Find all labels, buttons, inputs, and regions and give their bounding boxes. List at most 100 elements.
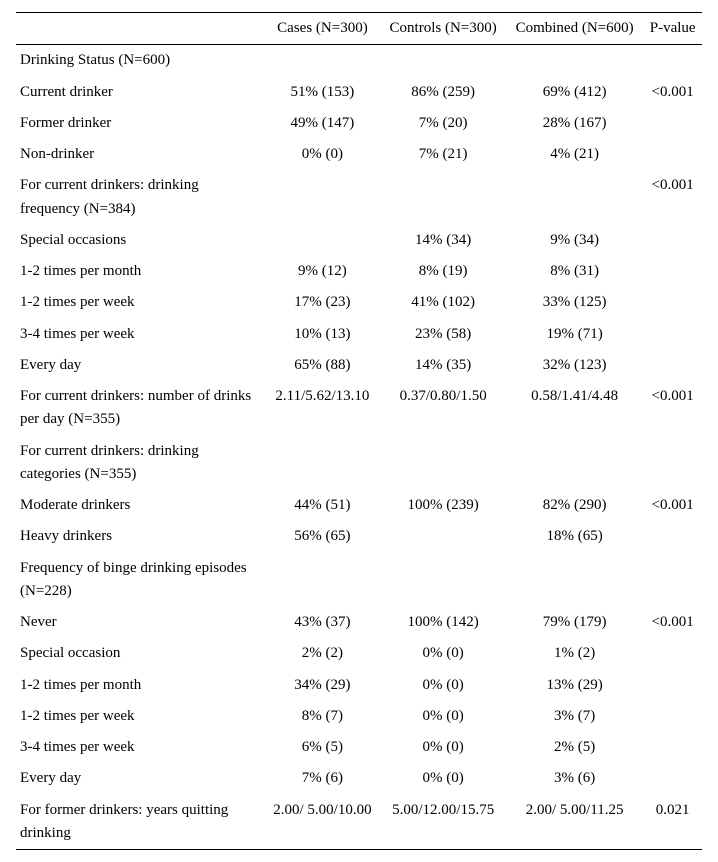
row-label: Frequency of binge drinking episodes (N=…	[16, 553, 264, 608]
drinking-status-table: Cases (N=300) Controls (N=300) Combined …	[16, 12, 702, 850]
table-row: For former drinkers: years quitting drin…	[16, 795, 702, 850]
data-cell: 82% (290)	[506, 490, 643, 521]
data-cell: 0% (0)	[264, 139, 380, 170]
data-cell	[380, 521, 506, 552]
table-row: For current drinkers: number of drinks p…	[16, 381, 702, 436]
table-row: Non-drinker0% (0)7% (21)4% (21)	[16, 139, 702, 170]
data-cell	[380, 45, 506, 77]
data-cell: 100% (142)	[380, 607, 506, 638]
data-cell: 8% (31)	[506, 256, 643, 287]
table-row: For current drinkers: drinking frequency…	[16, 170, 702, 225]
data-cell	[643, 319, 702, 350]
row-label: Moderate drinkers	[16, 490, 264, 521]
data-cell: 4% (21)	[506, 139, 643, 170]
data-cell	[380, 553, 506, 608]
data-cell: 69% (412)	[506, 77, 643, 108]
data-cell: 13% (29)	[506, 670, 643, 701]
row-label: Non-drinker	[16, 139, 264, 170]
row-label: 1-2 times per month	[16, 670, 264, 701]
table-row: Heavy drinkers56% (65)18% (65)	[16, 521, 702, 552]
data-cell	[643, 553, 702, 608]
data-cell: 23% (58)	[380, 319, 506, 350]
data-cell	[643, 287, 702, 318]
data-cell	[380, 436, 506, 491]
table-row: 1-2 times per week8% (7)0% (0)3% (7)	[16, 701, 702, 732]
table-row: Never43% (37)100% (142)79% (179)<0.001	[16, 607, 702, 638]
table-row: Every day65% (88)14% (35)32% (123)	[16, 350, 702, 381]
data-cell	[643, 436, 702, 491]
table-row: Current drinker51% (153)86% (259)69% (41…	[16, 77, 702, 108]
row-label: Never	[16, 607, 264, 638]
data-cell	[643, 701, 702, 732]
data-cell	[380, 170, 506, 225]
row-label: Former drinker	[16, 108, 264, 139]
row-label: For current drinkers: number of drinks p…	[16, 381, 264, 436]
data-cell: 49% (147)	[264, 108, 380, 139]
data-cell: <0.001	[643, 170, 702, 225]
data-cell	[506, 170, 643, 225]
data-cell: 14% (35)	[380, 350, 506, 381]
data-cell	[264, 553, 380, 608]
data-cell: 0% (0)	[380, 732, 506, 763]
table-row: Special occasions 14% (34)9% (34)	[16, 225, 702, 256]
data-cell: 2.00/ 5.00/11.25	[506, 795, 643, 850]
table-row: Former drinker49% (147)7% (20)28% (167)	[16, 108, 702, 139]
data-cell: 7% (6)	[264, 763, 380, 794]
row-label: Special occasions	[16, 225, 264, 256]
data-cell: 17% (23)	[264, 287, 380, 318]
data-cell	[643, 139, 702, 170]
data-cell: <0.001	[643, 490, 702, 521]
data-cell: 8% (7)	[264, 701, 380, 732]
data-cell: 5.00/12.00/15.75	[380, 795, 506, 850]
data-cell	[643, 45, 702, 77]
data-cell	[643, 225, 702, 256]
table-row: 1-2 times per week17% (23)41% (102)33% (…	[16, 287, 702, 318]
col-header-combined: Combined (N=600)	[506, 13, 643, 45]
data-cell: 9% (34)	[506, 225, 643, 256]
data-cell: 10% (13)	[264, 319, 380, 350]
row-label: 3-4 times per week	[16, 319, 264, 350]
row-label: 1-2 times per week	[16, 701, 264, 732]
row-label: Every day	[16, 763, 264, 794]
col-header-rowlabel	[16, 13, 264, 45]
row-label: 1-2 times per month	[16, 256, 264, 287]
data-cell: 2% (2)	[264, 638, 380, 669]
row-label: Heavy drinkers	[16, 521, 264, 552]
data-cell	[643, 763, 702, 794]
data-cell: 1% (2)	[506, 638, 643, 669]
data-cell: 3% (7)	[506, 701, 643, 732]
data-cell: 7% (21)	[380, 139, 506, 170]
data-cell: 0.58/1.41/4.48	[506, 381, 643, 436]
data-cell	[506, 436, 643, 491]
data-cell: 43% (37)	[264, 607, 380, 638]
row-label: Drinking Status (N=600)	[16, 45, 264, 77]
data-cell: 0% (0)	[380, 701, 506, 732]
data-cell: 100% (239)	[380, 490, 506, 521]
data-cell	[506, 553, 643, 608]
data-cell: 51% (153)	[264, 77, 380, 108]
table-row: Special occasion2% (2)0% (0)1% (2)	[16, 638, 702, 669]
data-cell: 2.00/ 5.00/10.00	[264, 795, 380, 850]
col-header-cases: Cases (N=300)	[264, 13, 380, 45]
data-cell: <0.001	[643, 381, 702, 436]
data-cell: 0% (0)	[380, 763, 506, 794]
data-cell: 41% (102)	[380, 287, 506, 318]
table-row: Frequency of binge drinking episodes (N=…	[16, 553, 702, 608]
row-label: Current drinker	[16, 77, 264, 108]
table-row: 3-4 times per week10% (13)23% (58)19% (7…	[16, 319, 702, 350]
row-label: For current drinkers: drinking frequency…	[16, 170, 264, 225]
row-label: 1-2 times per week	[16, 287, 264, 318]
row-label: 3-4 times per week	[16, 732, 264, 763]
data-cell: 14% (34)	[380, 225, 506, 256]
data-cell: 2% (5)	[506, 732, 643, 763]
data-cell: 0.021	[643, 795, 702, 850]
data-cell: 44% (51)	[264, 490, 380, 521]
table-row: 3-4 times per week6% (5)0% (0)2% (5)	[16, 732, 702, 763]
data-cell	[643, 350, 702, 381]
data-cell	[264, 45, 380, 77]
data-cell: 86% (259)	[380, 77, 506, 108]
data-cell	[643, 638, 702, 669]
data-cell	[264, 436, 380, 491]
col-header-pvalue: P-value	[643, 13, 702, 45]
table-row: Drinking Status (N=600)	[16, 45, 702, 77]
